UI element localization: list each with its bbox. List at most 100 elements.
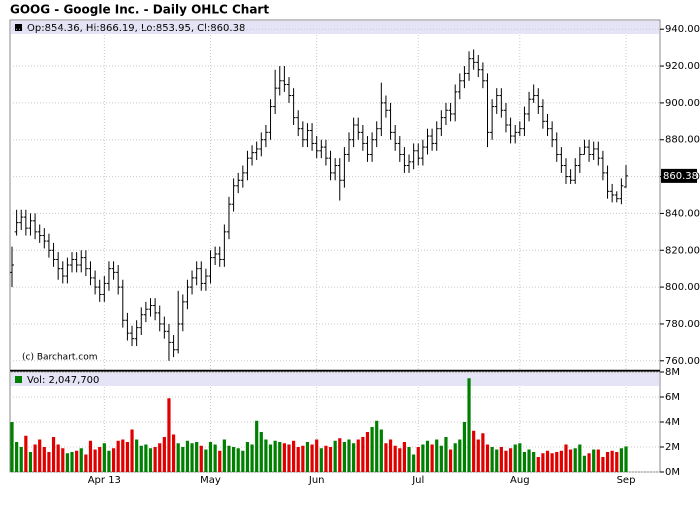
volume-bar <box>333 440 337 472</box>
volume-bar <box>116 440 120 472</box>
volume-bar <box>407 447 411 472</box>
volume-bar <box>121 439 125 472</box>
volume-bar <box>624 446 628 472</box>
volume-bar <box>398 448 402 472</box>
volume-bar <box>388 439 393 472</box>
volume-bar <box>28 452 33 472</box>
volume-bar <box>347 439 351 472</box>
volume-bar <box>75 450 79 472</box>
volume-bar <box>111 448 116 472</box>
volume-bar <box>361 437 365 472</box>
volume-bar <box>250 444 254 472</box>
x-tick-label: May <box>200 475 221 486</box>
volume-bar <box>287 444 291 472</box>
volume-bar <box>550 453 554 472</box>
volume-bar <box>610 450 614 472</box>
volume-bar <box>499 447 503 472</box>
volume-bar <box>315 439 319 472</box>
volume-bar <box>582 455 587 472</box>
volume-bar <box>88 440 93 472</box>
volume-bar <box>453 443 457 472</box>
volume-bar <box>171 434 176 472</box>
volume-legend-bar <box>11 373 659 386</box>
volume-bar <box>135 439 139 472</box>
chart-title: GOOG - Google Inc. - Daily OHLC Chart <box>10 3 269 17</box>
volume-bar <box>70 452 74 472</box>
volume-bar <box>356 439 360 472</box>
volume-bar <box>236 448 240 472</box>
y2-tick-label: 8M <box>665 367 680 378</box>
volume-bar <box>199 445 203 472</box>
volume-legend-swatch <box>15 376 22 383</box>
y-tick-label: 780.00 <box>665 319 700 330</box>
volume-bar <box>324 445 328 472</box>
volume-bar <box>338 438 342 472</box>
volume-bar <box>268 444 273 472</box>
volume-bar <box>204 449 208 472</box>
volume-bar <box>10 422 14 472</box>
volume-bar <box>462 422 467 472</box>
volume-bar <box>444 437 448 472</box>
volume-bar <box>573 448 577 472</box>
y-tick-label: 800.00 <box>665 282 700 293</box>
volume-bar <box>282 443 286 472</box>
volume-bar <box>208 442 213 472</box>
volume-bar <box>51 437 56 472</box>
volume-bar <box>402 442 407 472</box>
volume-bar <box>393 445 397 472</box>
volume-bar <box>227 445 231 472</box>
volume-bar <box>222 439 226 472</box>
volume-bar <box>190 443 194 472</box>
volume-bar <box>365 432 370 472</box>
volume-bar <box>195 442 199 472</box>
volume-bar <box>139 445 143 472</box>
volume-bar <box>596 449 600 472</box>
volume-bar <box>605 452 610 472</box>
volume-bar <box>481 433 485 472</box>
volume-bar <box>527 449 531 472</box>
volume-bar <box>79 448 83 472</box>
volume-bar <box>490 447 494 472</box>
volume-bar <box>578 444 582 472</box>
volume-bar <box>384 443 388 472</box>
volume-bar <box>319 448 323 472</box>
y-tick-label: 880.00 <box>665 135 700 146</box>
y-tick-label: 760.00 <box>665 356 700 367</box>
volume-bar <box>615 452 619 472</box>
y-tick-label: 900.00 <box>665 98 700 109</box>
volume-bar <box>439 445 443 472</box>
volume-legend: Vol: 2,047,700 <box>27 375 99 386</box>
y2-tick-label: 2M <box>665 442 680 453</box>
volume-bar <box>176 443 180 472</box>
volume-bar <box>352 443 356 472</box>
volume-bar <box>430 444 434 472</box>
volume-bar <box>342 442 346 472</box>
volume-bar <box>19 447 23 472</box>
volume-bar <box>15 442 19 472</box>
volume-bar <box>448 449 453 472</box>
volume-bar <box>56 444 60 472</box>
volume-bar <box>536 457 540 472</box>
volume-bar <box>518 443 522 472</box>
volume-bar <box>513 444 517 472</box>
volume-bar <box>476 439 480 472</box>
volume-bar <box>65 453 69 472</box>
volume-bar <box>421 444 425 472</box>
y2-tick-label: 4M <box>665 417 680 428</box>
x-tick-label: Aug <box>510 475 530 486</box>
volume-bar <box>508 448 513 472</box>
volume-bar <box>504 450 508 472</box>
last-price-box <box>661 168 697 183</box>
volume-bar <box>592 449 596 472</box>
volume-bar <box>47 452 51 472</box>
volume-bar <box>33 444 37 472</box>
volume-bar <box>255 420 259 472</box>
volume-bar <box>93 449 97 472</box>
price-legend: Op:854.36, Hi:866.19, Lo:853.95, Cl:860.… <box>27 23 245 34</box>
y2-tick-label: 6M <box>665 392 680 403</box>
volume-bar <box>458 439 462 472</box>
volume-bar <box>218 450 222 472</box>
volume-bar <box>98 447 102 472</box>
